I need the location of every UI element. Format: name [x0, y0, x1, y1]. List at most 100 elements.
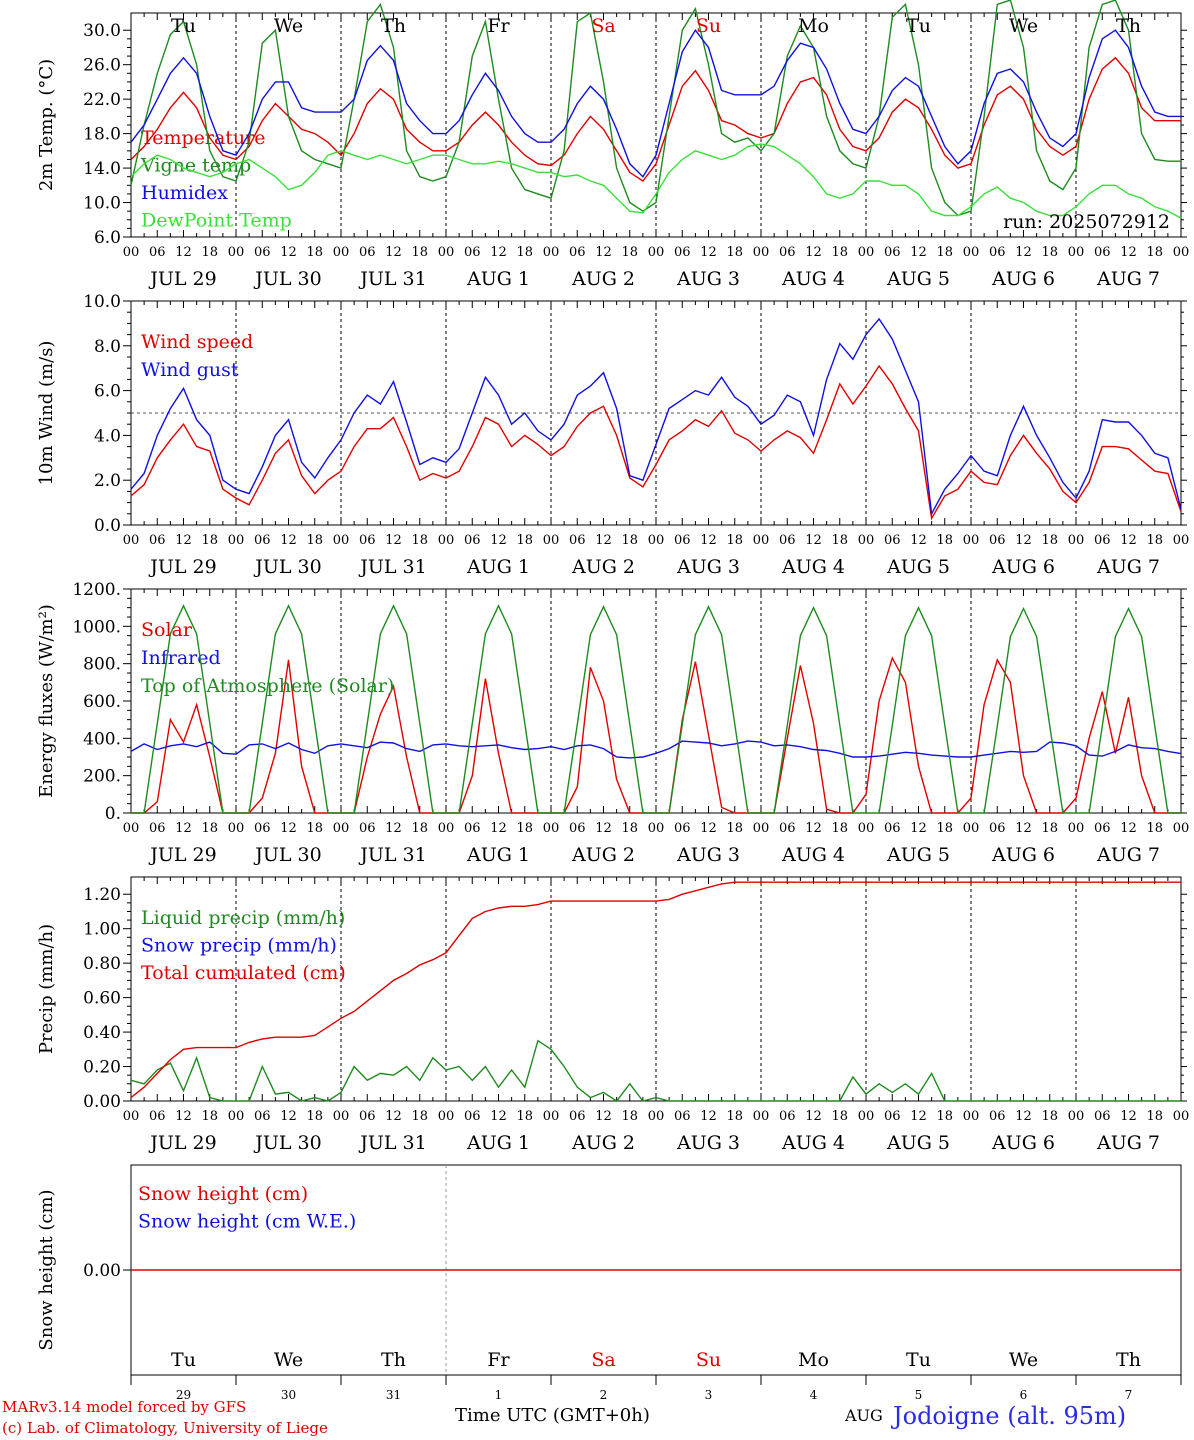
y-tick-label: 2.0 [94, 471, 121, 491]
series-line-wind-gust [130, 317, 1182, 517]
y-tick-label: 400. [83, 729, 121, 749]
date-label: AUG 1 [466, 1132, 530, 1154]
date-label: AUG 2 [571, 844, 635, 866]
hour-tick-label: 06 [884, 1109, 901, 1124]
hour-tick-label: 12 [595, 245, 612, 260]
hour-tick-label: 00 [648, 821, 665, 836]
hour-tick-label: 18 [516, 1109, 533, 1124]
hour-tick-label: 06 [569, 533, 586, 548]
hour-tick-label: 12 [175, 533, 192, 548]
bottom-weekday-label: Sa [591, 1349, 615, 1371]
date-label: AUG 6 [991, 1132, 1055, 1154]
date-label: AUG 5 [886, 844, 950, 866]
y-tick-label: 14.0 [83, 159, 121, 179]
hour-tick-label: 06 [149, 245, 166, 260]
bottom-weekday-label: Tu [906, 1349, 931, 1371]
hour-tick-label: 18 [831, 821, 848, 836]
weekday-label: Su [696, 15, 721, 37]
date-label: AUG 2 [571, 268, 635, 290]
weekday-label: Th [1116, 15, 1141, 37]
hour-tick-label: 00 [123, 821, 140, 836]
hour-tick-label: 06 [884, 245, 901, 260]
bottom-weekday-label: Fr [487, 1349, 510, 1371]
y-tick-label: 1200. [72, 580, 121, 600]
legend-entry: Top of Atmosphere (Solar) [141, 675, 394, 697]
date-label: AUG 5 [886, 556, 950, 578]
hour-tick-label: 18 [726, 821, 743, 836]
hour-tick-label: 12 [595, 1109, 612, 1124]
bottom-weekday-label: Th [381, 1349, 406, 1371]
legend-entry: Temperature [141, 127, 265, 149]
date-label: AUG 3 [676, 844, 740, 866]
bottom-weekday-label: We [274, 1349, 303, 1371]
hour-tick-label: 18 [516, 245, 533, 260]
hour-tick-label: 12 [385, 245, 402, 260]
series-line-total-cumulated-cm- [130, 881, 1181, 1099]
date-label: JUL 31 [358, 556, 426, 578]
hour-tick-label: 00 [753, 533, 770, 548]
hour-tick-label: 06 [674, 1109, 691, 1124]
weekday-label: Sa [591, 15, 615, 37]
day-number-label: 29 [176, 1388, 191, 1402]
credit-lab: (c) Lab. of Climatology, University of L… [2, 1419, 328, 1437]
date-label: AUG 3 [676, 556, 740, 578]
hour-tick-label: 00 [438, 245, 455, 260]
date-label: AUG 7 [1096, 844, 1160, 866]
hour-tick-label: 12 [595, 533, 612, 548]
hour-tick-label: 00 [333, 533, 350, 548]
hour-tick-label: 00 [963, 533, 980, 548]
date-label: AUG 3 [676, 1132, 740, 1154]
y-tick-label: 200. [83, 767, 121, 787]
date-label: AUG 1 [466, 844, 530, 866]
hour-tick-label: 06 [254, 821, 271, 836]
date-label: JUL 31 [358, 1132, 426, 1154]
hour-tick-label: 00 [963, 821, 980, 836]
hour-tick-label: 12 [1120, 533, 1137, 548]
hour-tick-label: 18 [1041, 245, 1058, 260]
bottom-weekday-label: Tu [171, 1349, 196, 1371]
hour-tick-label: 12 [700, 821, 717, 836]
series-line-liquid-precip-mm-h- [130, 1039, 1181, 1102]
hour-tick-label: 12 [490, 821, 507, 836]
hour-tick-label: 12 [1120, 821, 1137, 836]
hour-tick-label: 06 [989, 821, 1006, 836]
hour-tick-label: 12 [1015, 1109, 1032, 1124]
y-tick-label: 0.00 [83, 1261, 121, 1281]
hour-tick-label: 00 [1173, 533, 1190, 548]
panel-frame [130, 588, 1182, 814]
hour-tick-label: 18 [1041, 821, 1058, 836]
y-axis-label: 10m Wind (m/s) [36, 341, 57, 486]
hour-tick-label: 12 [490, 533, 507, 548]
y-tick-label: 26.0 [83, 56, 121, 76]
hour-tick-label: 18 [936, 1109, 953, 1124]
date-label: AUG 6 [991, 556, 1055, 578]
legend-entry: Snow height (cm W.E.) [138, 1211, 356, 1233]
hour-tick-label: 12 [175, 821, 192, 836]
series-line-vigne-temp [130, 0, 1181, 217]
hour-tick-label: 00 [333, 1109, 350, 1124]
y-tick-label: 1.00 [83, 920, 121, 940]
hour-tick-label: 06 [254, 245, 271, 260]
hour-tick-label: 00 [963, 245, 980, 260]
date-label: AUG 2 [571, 1132, 635, 1154]
hour-tick-label: 18 [306, 533, 323, 548]
hour-tick-label: 06 [464, 245, 481, 260]
hour-tick-label: 18 [1041, 533, 1058, 548]
legend-entry: Liquid precip (mm/h) [141, 907, 345, 929]
hour-tick-label: 06 [884, 821, 901, 836]
legend-entry: Snow height (cm) [138, 1183, 308, 1205]
hour-tick-label: 00 [648, 533, 665, 548]
date-label: JUL 29 [148, 556, 216, 578]
date-label: AUG 1 [466, 556, 530, 578]
hour-tick-label: 12 [805, 1109, 822, 1124]
legend-entry: Total cumulated (cm) [141, 962, 346, 984]
station-label: Jodoigne (alt. 95m) [893, 1402, 1127, 1430]
hour-tick-label: 18 [936, 533, 953, 548]
hour-tick-label: 18 [1146, 1109, 1163, 1124]
hour-tick-label: 18 [411, 245, 428, 260]
hour-tick-label: 18 [621, 821, 638, 836]
hour-tick-label: 00 [228, 245, 245, 260]
hour-tick-label: 00 [963, 1109, 980, 1124]
series-line-top-of-atmosphere-solar- [131, 604, 1181, 814]
weekday-label: Mo [798, 15, 829, 37]
